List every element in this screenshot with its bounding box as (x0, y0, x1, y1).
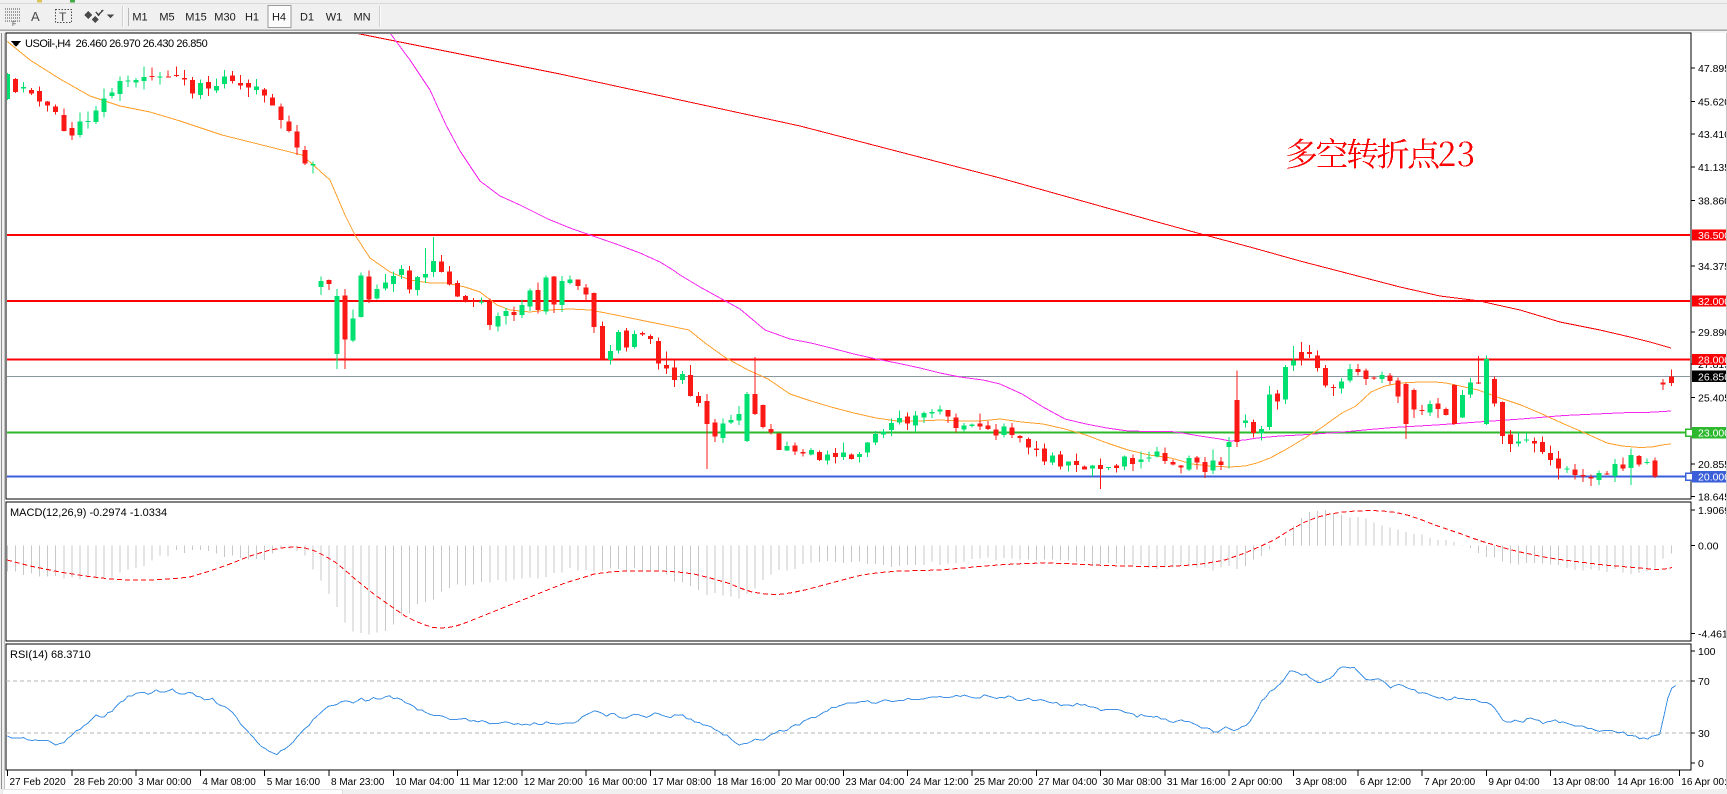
svg-text:28.000: 28.000 (1698, 355, 1727, 367)
svg-text:17 Mar 08:00: 17 Mar 08:00 (653, 777, 712, 788)
svg-text:14 Apr 16:00: 14 Apr 16:00 (1617, 777, 1674, 788)
svg-text:20.855: 20.855 (1698, 459, 1727, 471)
svg-text:16 Mar 00:00: 16 Mar 00:00 (588, 777, 647, 788)
svg-text:27 Mar 04:00: 27 Mar 04:00 (1038, 777, 1097, 788)
svg-text:100: 100 (1698, 646, 1716, 658)
svg-text:MN: MN (353, 12, 370, 24)
svg-text:24 Mar 12:00: 24 Mar 12:00 (910, 777, 969, 788)
svg-text:A: A (31, 9, 40, 24)
svg-text:29.890: 29.890 (1698, 327, 1727, 339)
svg-text:9 Apr 04:00: 9 Apr 04:00 (1488, 777, 1540, 788)
svg-text:3 Mar 00:00: 3 Mar 00:00 (138, 777, 192, 788)
svg-text:27 Feb 2020: 27 Feb 2020 (10, 777, 67, 788)
svg-text:43.410: 43.410 (1698, 129, 1727, 141)
svg-text:28 Feb 20:00: 28 Feb 20:00 (74, 777, 133, 788)
svg-text:5 Mar 16:00: 5 Mar 16:00 (267, 777, 321, 788)
svg-text:23 Mar 04:00: 23 Mar 04:00 (845, 777, 904, 788)
svg-text:18 Mar 16:00: 18 Mar 16:00 (717, 777, 776, 788)
svg-text:23.000: 23.000 (1698, 428, 1727, 440)
svg-text:38.860: 38.860 (1698, 195, 1727, 207)
svg-text:8 Mar 23:00: 8 Mar 23:00 (331, 777, 385, 788)
svg-text:4 Mar 08:00: 4 Mar 08:00 (202, 777, 256, 788)
svg-text:H4: H4 (272, 12, 286, 24)
svg-text:10 Mar 04:00: 10 Mar 04:00 (395, 777, 454, 788)
svg-text:18.645: 18.645 (1698, 491, 1727, 503)
svg-text:20.000: 20.000 (1698, 472, 1727, 484)
svg-text:0.00: 0.00 (1698, 541, 1719, 553)
svg-text:M30: M30 (214, 12, 235, 24)
svg-text:F: F (12, 21, 16, 28)
svg-text:T: T (59, 10, 67, 24)
svg-text:1.9069: 1.9069 (1698, 505, 1727, 517)
svg-text:-4.4614: -4.4614 (1698, 629, 1727, 641)
svg-text:D1: D1 (300, 12, 314, 24)
svg-text:25 Mar 20:00: 25 Mar 20:00 (974, 777, 1033, 788)
svg-text:45.620: 45.620 (1698, 97, 1727, 109)
svg-text:26.850: 26.850 (1698, 371, 1727, 383)
svg-text:2 Apr 00:00: 2 Apr 00:00 (1231, 777, 1283, 788)
svg-text:M5: M5 (159, 12, 174, 24)
svg-text:13 Apr 08:00: 13 Apr 08:00 (1553, 777, 1610, 788)
svg-text:0: 0 (1698, 758, 1704, 770)
svg-text:USOil-,H4 26.460 26.970 26.43: USOil-,H4 26.460 26.970 26.430 26.850 (25, 38, 208, 50)
svg-text:25.405: 25.405 (1698, 393, 1727, 405)
svg-text:47.895: 47.895 (1698, 63, 1727, 75)
svg-text:32.000: 32.000 (1698, 296, 1727, 308)
svg-text:W1: W1 (326, 12, 343, 24)
svg-text:11 Mar 12:00: 11 Mar 12:00 (460, 777, 519, 788)
svg-text:MACD(12,26,9) -0.2974 -1.0334: MACD(12,26,9) -0.2974 -1.0334 (10, 507, 167, 519)
svg-text:34.375: 34.375 (1698, 261, 1727, 273)
svg-text:16 Apr 00:00: 16 Apr 00:00 (1681, 777, 1727, 788)
svg-text:7 Apr 20:00: 7 Apr 20:00 (1424, 777, 1476, 788)
svg-text:H1: H1 (245, 12, 259, 24)
svg-text:M1: M1 (132, 12, 147, 24)
svg-text:70: 70 (1698, 676, 1710, 688)
svg-text:RSI(14) 68.3710: RSI(14) 68.3710 (10, 649, 91, 661)
svg-text:6 Apr 12:00: 6 Apr 12:00 (1360, 777, 1412, 788)
svg-text:M15: M15 (185, 12, 206, 24)
svg-text:3 Apr 08:00: 3 Apr 08:00 (1296, 777, 1348, 788)
svg-text:41.135: 41.135 (1698, 162, 1727, 174)
svg-text:30: 30 (1698, 728, 1710, 740)
svg-text:31 Mar 16:00: 31 Mar 16:00 (1167, 777, 1226, 788)
svg-text:36.500: 36.500 (1698, 230, 1727, 242)
svg-text:30 Mar 08:00: 30 Mar 08:00 (1103, 777, 1162, 788)
svg-text:12 Mar 20:00: 12 Mar 20:00 (524, 777, 583, 788)
svg-text:20 Mar 00:00: 20 Mar 00:00 (781, 777, 840, 788)
